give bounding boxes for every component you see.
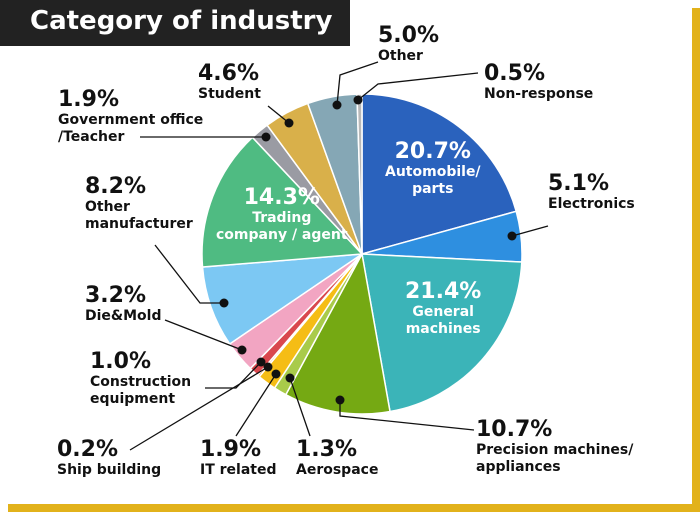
slice-name-government-office-teacher: Government office/Teacher: [58, 112, 204, 145]
slice-label-general-machines: 21.4% General machines: [405, 280, 481, 338]
chart-title: Category of industry: [30, 6, 333, 36]
slice-label-aerospace: 1.3% Aerospace: [296, 438, 378, 479]
leader-line-student: [267, 105, 290, 124]
leader-dot-aerospace: [285, 373, 295, 383]
pie-slice-automobile-parts: [361, 93, 518, 255]
slice-name-it-related: IT related: [200, 462, 277, 478]
slice-value-student: 4.6%: [198, 61, 260, 86]
leader-line-it-related: [235, 373, 277, 437]
leader-dot-construction-equipment: [256, 357, 266, 367]
leader-line-other-manufacturer: [154, 244, 224, 304]
leader-line-other: [336, 61, 379, 106]
slice-label-other-manufacturer: 8.2% Other manufacturer: [85, 175, 193, 233]
slice-name-ship-building: Ship building: [57, 462, 162, 478]
slice-name-trading-company-agent: Trading company / agent: [216, 210, 348, 243]
slice-value-government-office-teacher: 1.9%: [58, 87, 120, 112]
pie-slice-precision-machines-appliances: [284, 251, 391, 415]
slice-value-aerospace: 1.3%: [296, 437, 358, 462]
slice-value-it-related: 1.9%: [200, 437, 262, 462]
slice-name-electronics: Electronics: [548, 196, 635, 212]
slice-value-ship-building: 0.2%: [57, 437, 119, 462]
slice-value-die-mold: 3.2%: [85, 283, 147, 308]
slice-name-construction-equipment: Construction equipment: [90, 374, 192, 407]
leader-line-precision-machines-appliances: [339, 400, 475, 431]
leader-dot-ship-building: [263, 362, 273, 372]
slice-name-general-machines: General machines: [405, 304, 481, 337]
pie-slices: [201, 93, 523, 415]
slice-name-aerospace: Aerospace: [296, 462, 379, 478]
leader-dot-electronics: [507, 231, 517, 241]
slice-value-electronics: 5.1%: [548, 171, 610, 196]
slice-name-other-manufacturer: Other manufacturer: [85, 199, 193, 232]
slice-label-non-response: 0.5% Non-response: [484, 62, 593, 103]
slice-name-precision-machines-appliances: Precision machines/appliances: [476, 442, 634, 475]
slice-label-electronics: 5.1% Electronics: [548, 172, 635, 213]
slice-label-automobile-parts: 20.7% Automobile/parts: [385, 140, 481, 198]
pie-slice-general-machines: [361, 253, 523, 413]
pie-chart: [129, 61, 549, 451]
title-bar: Category of industry: [0, 0, 350, 46]
leader-line-aerospace: [289, 377, 311, 437]
leader-line-construction-equipment: [205, 361, 262, 389]
slice-name-non-response: Non-response: [484, 86, 594, 102]
slice-value-construction-equipment: 1.0%: [90, 349, 152, 374]
leader-dot-other-manufacturer: [219, 298, 229, 308]
slice-value-other: 5.0%: [378, 23, 440, 48]
slice-value-general-machines: 21.4%: [405, 279, 482, 304]
slice-name-other: Other: [378, 48, 423, 64]
slice-label-trading-company-agent: 14.3% Trading company / agent: [216, 186, 348, 244]
chart-frame: Category of industry 20.7% Automobile/par…: [0, 0, 635, 479]
leader-dot-die-mold: [237, 345, 247, 355]
leader-dot-government-office-teacher: [261, 132, 271, 142]
slice-value-precision-machines-appliances: 10.7%: [476, 417, 553, 442]
leader-line-die-mold: [164, 319, 243, 351]
slice-value-trading-company-agent: 14.3%: [243, 185, 320, 210]
slice-name-die-mold: Die&Mold: [85, 308, 162, 324]
leader-dot-it-related: [271, 369, 281, 379]
slice-label-die-mold: 3.2% Die&Mold: [85, 284, 162, 325]
slice-label-government-office-teacher: 1.9% Government office/Teacher: [58, 88, 203, 146]
leader-dot-non-response: [353, 95, 363, 105]
leader-lines: [129, 61, 549, 451]
leader-dot-other: [332, 100, 342, 110]
leader-line-ship-building: [129, 366, 269, 451]
slice-value-other-manufacturer: 8.2%: [85, 174, 147, 199]
slice-value-non-response: 0.5%: [484, 61, 546, 86]
slice-value-automobile-parts: 20.7%: [394, 139, 471, 164]
slice-label-precision-machines-appliances: 10.7% Precision machines/appliances: [476, 418, 633, 476]
leader-dot-student: [284, 118, 294, 128]
leader-line-electronics: [511, 225, 549, 237]
slice-label-ship-building: 0.2% Ship building: [57, 438, 161, 479]
slice-name-student: Student: [198, 86, 261, 102]
slice-label-student: 4.6% Student: [198, 62, 261, 103]
slice-label-construction-equipment: 1.0% Construction equipment: [90, 350, 191, 408]
pie-slice-trading-company-agent: [201, 136, 364, 268]
pie-slice-non-response: [356, 93, 363, 255]
leader-line-non-response: [357, 72, 479, 101]
slice-label-other: 5.0% Other: [378, 24, 439, 65]
slice-name-automobile-parts: Automobile/parts: [385, 164, 481, 197]
leader-dot-precision-machines-appliances: [335, 395, 345, 405]
slice-label-it-related: 1.9% IT related: [200, 438, 277, 479]
